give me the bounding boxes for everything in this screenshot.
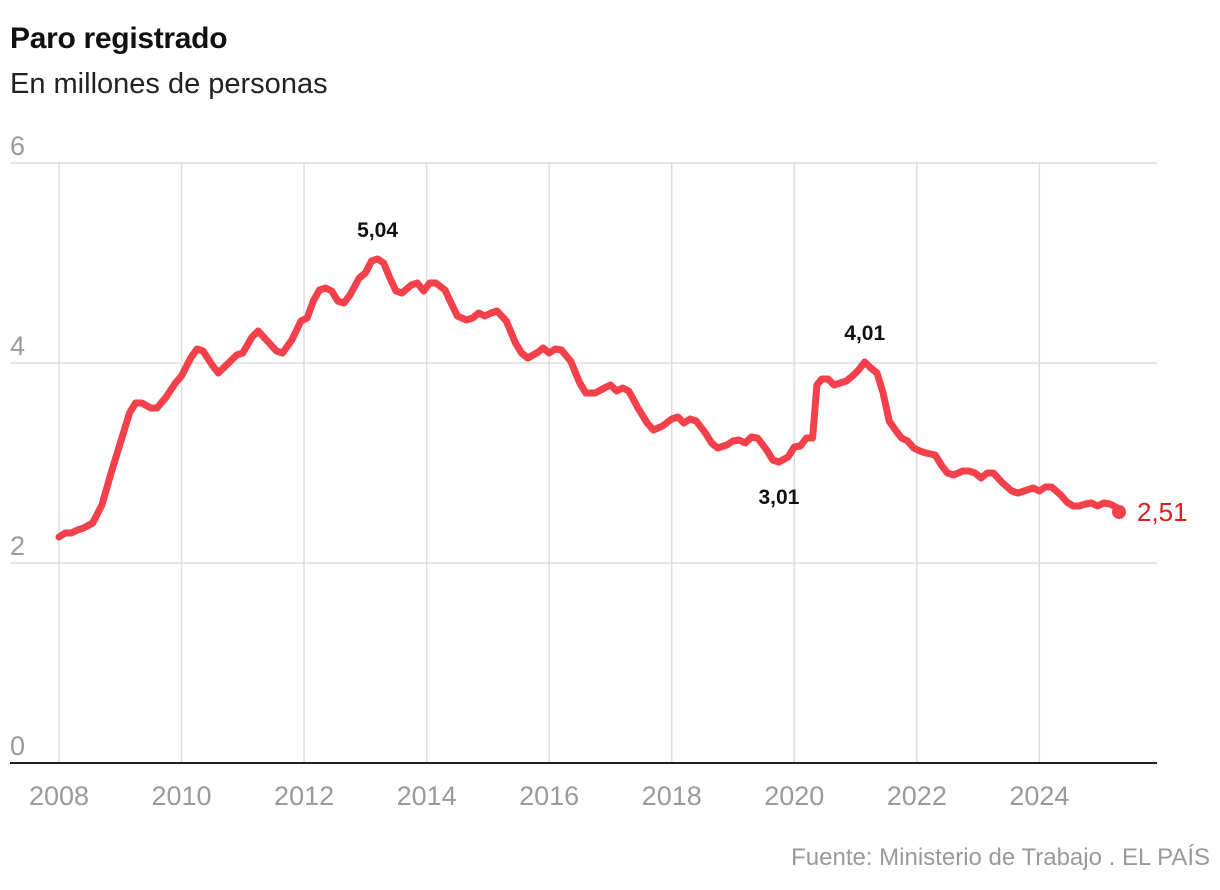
grid-lines [10, 162, 1157, 764]
y-tick-label-2: 2 [10, 531, 25, 561]
x-tick-label-2008: 2008 [29, 781, 89, 811]
x-tick-label-2024: 2024 [1009, 781, 1069, 811]
x-tick-label-2012: 2012 [274, 781, 334, 811]
x-tick-label-2010: 2010 [152, 781, 212, 811]
chart-title: Paro registrado [10, 22, 228, 55]
y-axis-ticks: 0 2 4 6 [10, 131, 25, 761]
series-line-0 [55, 255, 1123, 541]
last-point-label: 2,51 [1137, 497, 1188, 527]
x-axis-ticks: 2008 2010 2012 2014 2016 2018 2020 2022 2024 [29, 781, 1069, 811]
chart-subtitle: En millones de personas [10, 68, 328, 100]
x-tick-label-2014: 2014 [397, 781, 457, 811]
data-label-0: 5,04 [357, 219, 398, 242]
x-tick-label-2022: 2022 [887, 781, 947, 811]
data-label-1: 3,01 [759, 486, 800, 509]
data-label-2: 4,01 [844, 322, 885, 345]
x-tick-label-2016: 2016 [519, 781, 579, 811]
source-note: Fuente: Ministerio de Trabajo . EL PAÍS [791, 844, 1210, 871]
annotations: 5,04 3,01 4,01 2,51 [357, 219, 1187, 527]
y-tick-label-0: 0 [10, 731, 25, 761]
last-point-marker [1112, 505, 1127, 519]
y-tick-label-4: 4 [10, 331, 25, 361]
y-tick-label-6: 6 [10, 131, 25, 161]
x-tick-label-2018: 2018 [642, 781, 702, 811]
x-tick-label-2020: 2020 [764, 781, 824, 811]
series-line-group [55, 255, 1123, 541]
